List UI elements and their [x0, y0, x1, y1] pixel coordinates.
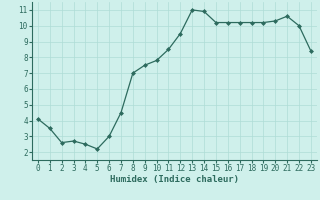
X-axis label: Humidex (Indice chaleur): Humidex (Indice chaleur): [110, 175, 239, 184]
